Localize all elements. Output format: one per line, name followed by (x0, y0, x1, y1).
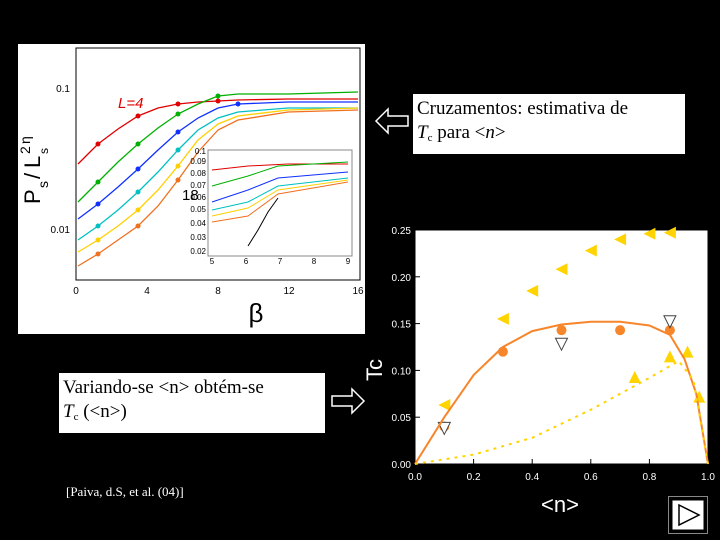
tc-point-circles (556, 325, 567, 336)
callout-crossings: Cruzamentos: estimativa de Tc para <n> (412, 93, 686, 155)
callout-varying-line1: Variando-se <n> obtém-se (63, 377, 264, 398)
inset-plot: 0.1 0.09 0.08 0.07 0.06 0.05 0.04 0.03 0… (190, 147, 353, 266)
tc-point-left-triangles (643, 227, 656, 240)
top-y-axis-label: P s / L 2 η s (17, 136, 51, 204)
tc-y-tick-label: 0.20 (392, 273, 412, 284)
callout-crossings-line2: Tc para <n> (417, 121, 681, 150)
callout-varying-n: Variando-se <n> obtém-se Tc (<n>) (58, 372, 326, 434)
callout-varying-rest: (<n>) (78, 401, 127, 422)
y-label-slash: / (20, 172, 45, 179)
tc-y-tick-label: 0.00 (392, 460, 412, 471)
next-slide-button[interactable] (668, 496, 708, 534)
tc-chart: 0.00 0.05 0.10 0.15 0.20 0.25 0.0 0.2 0.4 0.6 0.8 1… (362, 226, 716, 517)
tc-y-tick-label: 0.15 (392, 320, 412, 331)
y-label-sub-s2: s (37, 148, 51, 154)
top-y-tick-0.01: 0.01 (51, 225, 71, 236)
curve-label-18: 18 (182, 187, 199, 204)
tc-x-tick-label: 0.0 (408, 472, 422, 483)
tc-point-left-triangles (526, 284, 539, 297)
tc-chart-marks (414, 226, 709, 465)
tc-series-fit-solid (414, 320, 709, 465)
tc-point-down-triangles (663, 315, 677, 329)
citation: [Paiva, d.S, et al. (04)] (66, 484, 184, 499)
inset-x-tick: 7 (278, 257, 283, 266)
tc-chart-axes: 0.00 0.05 0.10 0.15 0.20 0.25 0.0 0.2 0.4 0.6 0.8 1… (392, 226, 716, 483)
top-plot-svg: 0.1 0.01 0 4 8 12 16 β P s / L 2 η s (17, 47, 364, 328)
inset-y-tick: 0.08 (190, 169, 206, 178)
tc-point-up-triangles (681, 345, 694, 358)
tc-x-axis-label: <n> (541, 492, 579, 517)
tc-point-left-triangles (584, 244, 597, 257)
tc-y-tick-label: 0.10 (392, 366, 412, 377)
inset-x-tick: 9 (346, 257, 351, 266)
top-x-tick: 4 (144, 286, 150, 297)
tc-point-left-triangles (555, 263, 568, 276)
top-x-tick: 0 (73, 286, 79, 297)
inset-x-tick: 6 (244, 257, 249, 266)
tc-x-tick-label: 0.8 (642, 472, 656, 483)
tc-symbol: T (417, 122, 428, 143)
play-icon (671, 499, 705, 531)
arrow-right-icon (331, 387, 366, 415)
tc-point-up-triangles (663, 350, 676, 363)
tc-point-down-triangles (554, 337, 569, 352)
tc-x-tick-label: 0.6 (584, 472, 598, 483)
tc-symbol: T (63, 401, 74, 422)
n-symbol: n (485, 122, 495, 143)
tc-x-tick-label: 1.0 (701, 472, 715, 483)
tc-y-tick-label: 0.05 (392, 413, 412, 424)
curve-red (77, 98, 358, 165)
top-x-tick: 8 (215, 286, 221, 297)
y-label-sub-s: s (35, 181, 51, 188)
inset-x-tick: 8 (312, 257, 317, 266)
inset-y-tick: 0.1 (195, 147, 207, 156)
top-plot-frame (75, 47, 361, 281)
tc-subscript: c (427, 132, 433, 144)
tc-y-tick-label: 0.25 (392, 226, 412, 237)
inset-y-tick: 0.09 (190, 157, 206, 166)
inset-y-tick: 0.06 (190, 193, 206, 202)
y-label-P: P (20, 189, 45, 204)
callout-crossings-para: para < (432, 122, 486, 143)
tc-point-down-triangles (437, 421, 452, 436)
y-label-L: L (20, 156, 45, 168)
inset-y-tick: 0.05 (190, 205, 206, 214)
tc-chart-frame (414, 229, 709, 465)
top-x-tick: 16 (352, 286, 364, 297)
inset-y-tick: 0.07 (190, 181, 206, 190)
tc-series-fit-dotted (414, 359, 709, 465)
tc-x-tick-label: 0.2 (467, 472, 481, 483)
callout-crossings-line1: Cruzamentos: estimativa de (417, 98, 629, 119)
tc-y-axis-label: Tc (362, 359, 387, 381)
curve-label-L4: L=4 (118, 95, 143, 112)
tc-x-tick-label: 0.4 (525, 472, 539, 483)
tc-subscript: c (73, 411, 79, 423)
tc-point-left-triangles (614, 233, 627, 246)
tc-point-circles (615, 325, 626, 336)
top-y-tick-0.1: 0.1 (56, 84, 70, 95)
tc-point-up-triangles (628, 370, 641, 383)
inset-y-tick: 0.02 (190, 247, 206, 256)
callout-crossings-close: > (494, 122, 506, 143)
callout-varying-line2: Tc (<n>) (63, 400, 321, 429)
top-plot-markers (95, 93, 241, 257)
tc-point-left-triangles (496, 312, 509, 325)
arrow-left-icon (374, 107, 409, 135)
y-label-sup-eta: η (18, 136, 33, 144)
top-plot-panel: 0.1 0.01 0 4 8 12 16 β P s / L 2 η s (17, 44, 365, 334)
inset-y-tick: 0.04 (190, 219, 206, 228)
inset-y-tick: 0.03 (190, 233, 206, 242)
y-label-sup-2: 2 (18, 146, 33, 154)
tc-point-left-triangles (438, 399, 451, 412)
top-x-tick: 12 (283, 286, 295, 297)
inset-x-tick: 5 (210, 257, 215, 266)
tc-point-left-triangles (663, 226, 676, 239)
top-x-axis-label: β (249, 298, 264, 328)
inset-curves (211, 161, 349, 247)
